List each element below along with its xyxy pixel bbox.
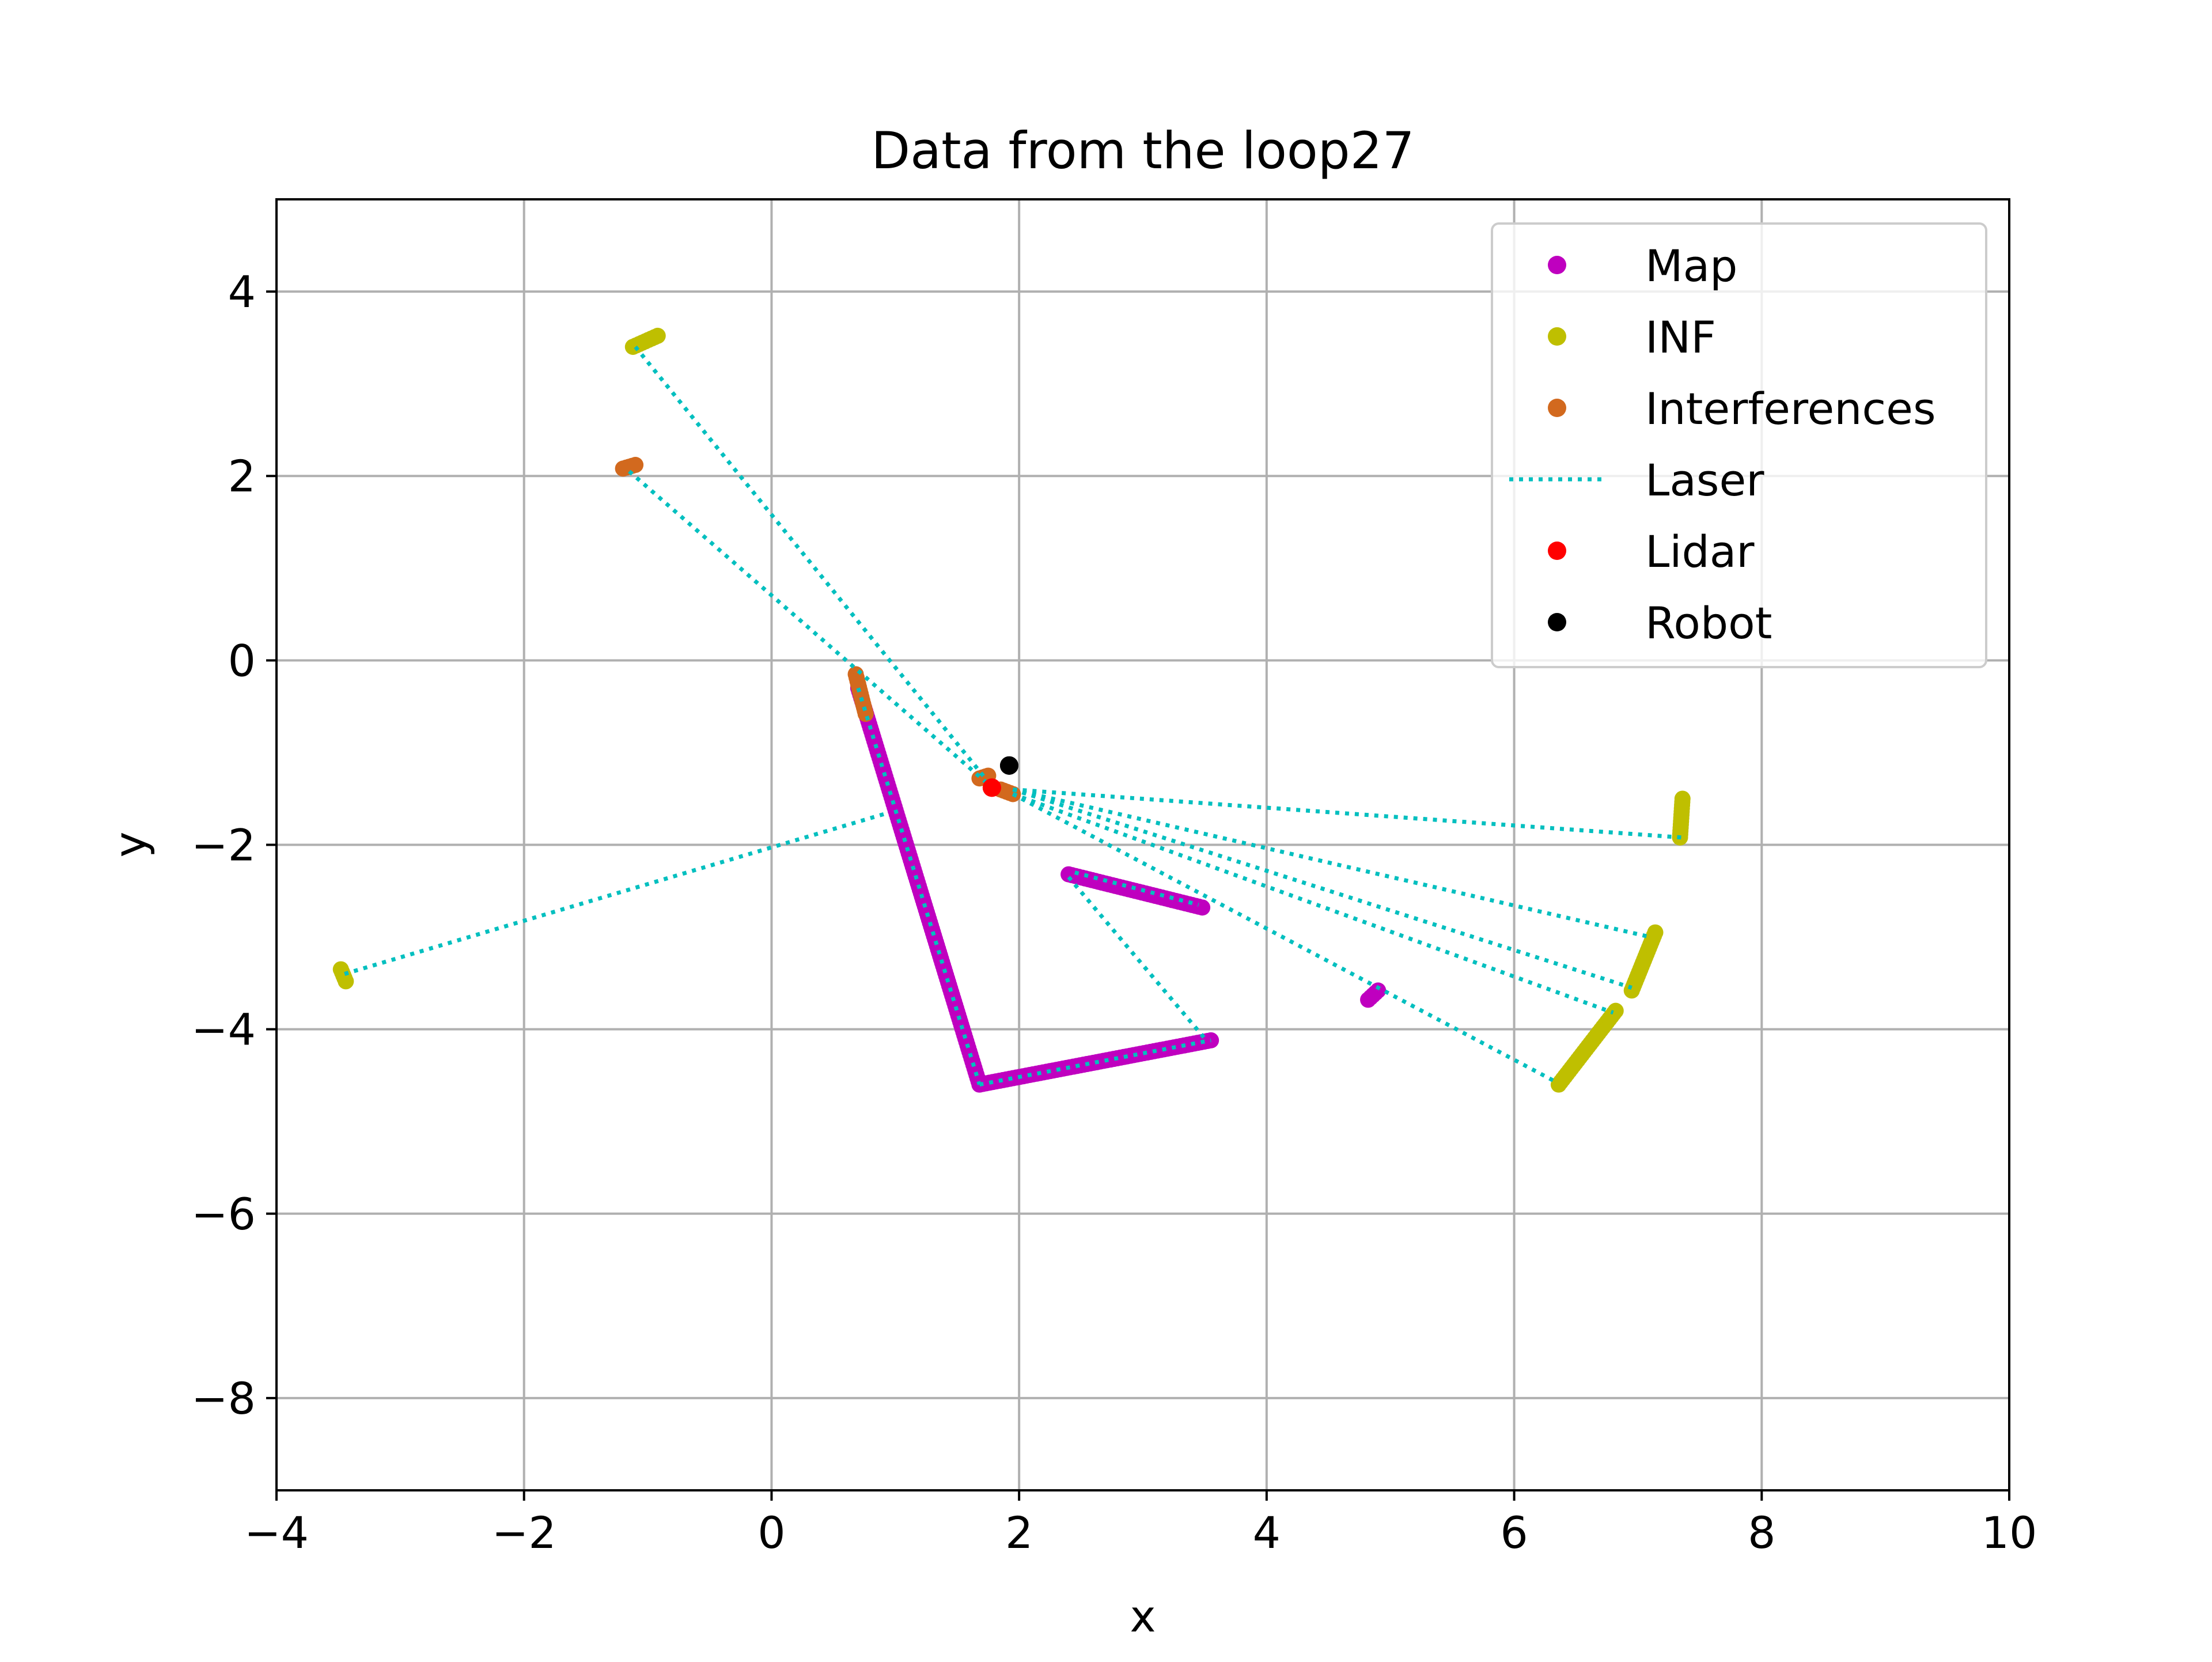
interferences-series [615, 457, 1021, 802]
x-tick-label: 8 [1748, 1507, 1775, 1558]
x-axis-label: x [1130, 1591, 1156, 1642]
legend-entry-lidar: Lidar [1548, 526, 1755, 577]
lidar-point [982, 778, 1001, 797]
laser-beam [1012, 788, 1633, 990]
laser-beam [856, 687, 982, 1085]
x-tick-label: 6 [1500, 1507, 1528, 1558]
y-tick-label: −8 [191, 1373, 256, 1424]
legend-marker-inf [1548, 327, 1566, 346]
legend-entry-interferences: Interferences [1548, 383, 1936, 434]
legend-label-map: Map [1645, 240, 1737, 291]
y-tick-label: −6 [191, 1188, 256, 1240]
inf-point [1550, 1076, 1567, 1093]
laser-beam [628, 470, 996, 792]
legend-label-lidar: Lidar [1645, 526, 1755, 577]
legend-entry-map: Map [1548, 240, 1737, 291]
legend-label-robot: Robot [1645, 597, 1772, 649]
inf-point [1623, 982, 1640, 999]
legend-label-interferences: Interferences [1645, 383, 1936, 434]
inf-point [338, 973, 354, 990]
x-tick-label: −4 [244, 1507, 309, 1558]
map-point [1370, 982, 1387, 999]
x-tick-label: −2 [492, 1507, 556, 1558]
legend-label-laser: Laser [1645, 455, 1764, 506]
laser-beam [1012, 792, 1614, 1015]
plot-data [332, 327, 1691, 1093]
map-point [1194, 899, 1211, 916]
legend-marker-lidar [1548, 542, 1566, 560]
laser-beam [1013, 787, 1681, 840]
legend-entry-inf: INF [1548, 312, 1716, 363]
lidar-series [982, 778, 1001, 797]
x-tick-label: 10 [1982, 1507, 2037, 1558]
y-axis-label: y [104, 832, 156, 858]
legend-entry-laser: Laser [1509, 455, 1764, 506]
chart-title: Data from the loop27 [871, 121, 1414, 180]
y-tick-label: 2 [228, 450, 256, 502]
y-tick-label: −4 [191, 1004, 256, 1055]
robot-point [999, 756, 1018, 775]
inf-point [649, 327, 666, 344]
legend-marker-interferences [1548, 399, 1566, 417]
y-tick-label: 0 [228, 635, 256, 686]
x-tick-label: 0 [757, 1507, 785, 1558]
legend: Map INF Interferences Laser Lidar Robot [1491, 222, 1987, 668]
ticks: −4 −2 0 2 4 6 8 10 −8 −6 −4 −2 0 2 4 [191, 266, 2037, 1558]
legend-entry-robot: Robot [1548, 597, 1772, 649]
legend-box [1491, 222, 1987, 668]
laser-beam [634, 345, 996, 791]
inf-series [332, 327, 1691, 1093]
robot-series [999, 756, 1018, 775]
laser-beam [1074, 870, 1199, 907]
legend-marker-map [1548, 256, 1566, 274]
legend-marker-robot [1548, 613, 1566, 631]
x-tick-label: 4 [1253, 1507, 1281, 1558]
y-tick-label: −2 [191, 820, 256, 871]
interferences-point [857, 706, 874, 722]
laser-beam [979, 1038, 1211, 1087]
laser-series [344, 345, 1681, 1087]
legend-label-inf: INF [1645, 312, 1716, 363]
x-tick-label: 2 [1005, 1507, 1033, 1558]
laser-beam [1012, 788, 1651, 939]
y-tick-label: 4 [228, 266, 256, 317]
laser-beam [344, 811, 890, 976]
interferences-point [627, 457, 644, 474]
